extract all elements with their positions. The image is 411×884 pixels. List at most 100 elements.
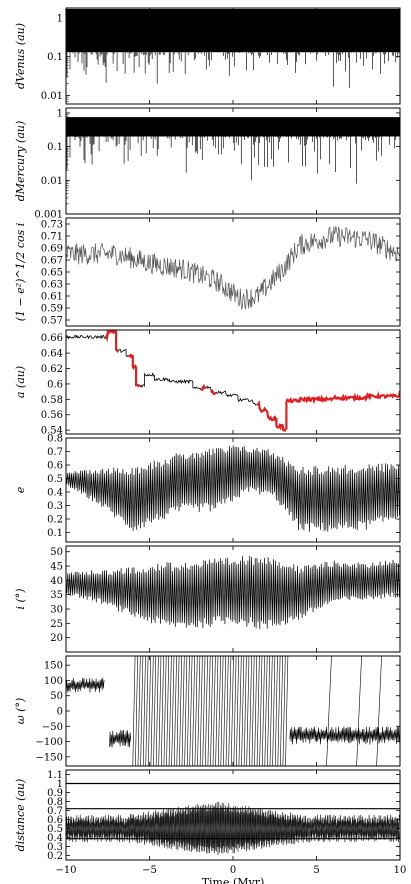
xtick-label-4: 10 (394, 865, 407, 876)
ytick-label-e-2: 0.6 (47, 461, 63, 472)
ytick-label-a-6: 0.54 (41, 426, 63, 437)
ytick-label-e-1: 0.7 (47, 447, 63, 458)
ytick-label-a-1: 0.64 (41, 349, 63, 360)
ylabel-cosi: (1 − e²)^1/2 cos i (14, 223, 27, 322)
ytick-label-omega-5: −100 (36, 737, 63, 748)
red-segment-1 (128, 353, 136, 371)
ytick-label-inc-5: 25 (50, 619, 63, 630)
line-cosi (66, 225, 400, 310)
ytick-label-omega-4: −50 (42, 722, 63, 733)
ytick-label-e-0: 0.8 (47, 434, 63, 445)
xtick-label-0: −10 (55, 865, 76, 876)
ytick-label-e-4: 0.4 (47, 488, 63, 499)
ytick-label-dmercury-2: 0.01 (41, 176, 63, 187)
panel-dvenus: 1 0.1 0.01 dVenus (au) (14, 7, 401, 105)
band-dvenus (66, 8, 400, 53)
ytick-label-dist-8: 0.3 (47, 842, 63, 853)
ytick-label-dist-0: 1.1 (47, 770, 63, 781)
ytick-label-a-4: 0.58 (41, 395, 63, 406)
series-dist (66, 801, 400, 856)
series-dvenus (66, 8, 400, 88)
ytick-label-a-0: 0.66 (41, 333, 63, 344)
ytick-label-cosi-4: 0.65 (41, 268, 63, 279)
ytick-label-inc-3: 35 (50, 590, 63, 601)
ylabel-a: a (au) (14, 366, 27, 398)
ytick-label-cosi-6: 0.61 (41, 292, 63, 303)
ytick-label-cosi-3: 0.67 (41, 256, 63, 267)
spikes-dmercury (66, 136, 397, 184)
ytick-label-cosi-8: 0.57 (41, 316, 63, 327)
line-dist-b (66, 806, 400, 851)
ytick-label-inc-6: 20 (50, 633, 63, 644)
ytick-label-e-6: 0.2 (47, 515, 63, 526)
line-inc (66, 555, 400, 630)
ytick-label-dvenus-1: 0.1 (47, 52, 63, 63)
ytick-label-omega-6: −150 (36, 752, 63, 763)
xtick-label-1: −5 (142, 865, 157, 876)
series-dmercury (66, 117, 400, 184)
red-segment-4 (210, 388, 217, 396)
ytick-label-cosi-1: 0.71 (41, 232, 63, 243)
ytick-label-dist-2: 0.9 (47, 788, 63, 799)
series-inc (66, 555, 400, 630)
ylabel-omega: ω (°) (14, 698, 27, 725)
series-e (66, 445, 400, 532)
ytick-label-a-5: 0.56 (41, 410, 63, 421)
ytick-label-dvenus-2: 0.01 (41, 91, 63, 102)
panel-e: 0.8 0.7 0.6 0.5 0.4 0.3 0.2 0.1 e (14, 434, 401, 543)
ytick-label-dist-5: 0.6 (47, 815, 63, 826)
series-omega (66, 656, 400, 766)
ytick-label-dist-9: 0.2 (47, 851, 63, 862)
ytick-label-dist-3: 0.8 (47, 797, 63, 808)
ytick-label-e-3: 0.5 (47, 474, 63, 485)
panel-inc: 50 45 40 35 30 25 20 i (°) (14, 545, 401, 653)
ylabel-dmercury: dMercury (au) (14, 121, 27, 202)
line-omega (66, 656, 400, 766)
ytick-label-dmercury-3: 0.001 (34, 210, 63, 221)
ytick-label-inc-0: 50 (50, 547, 63, 558)
band-dmercury (66, 117, 400, 137)
panel-a: 0.66 0.64 0.62 0.6 0.58 0.56 0.54 a (au) (14, 329, 401, 437)
red-segment-2 (134, 364, 141, 388)
series-cosi (66, 225, 400, 310)
ytick-label-omega-3: 0 (57, 707, 63, 718)
ytick-label-dist-7: 0.4 (47, 833, 63, 844)
ytick-label-dist-1: 1 (57, 779, 63, 790)
xtick-label-3: 5 (313, 865, 319, 876)
ytick-label-omega-0: 150 (44, 661, 63, 672)
ytick-label-omega-1: 100 (44, 676, 63, 687)
ylabel-inc: i (°) (14, 588, 27, 609)
ytick-label-cosi-2: 0.69 (41, 244, 63, 255)
ytick-label-cosi-5: 0.63 (41, 280, 63, 291)
ytick-label-inc-4: 30 (50, 605, 63, 616)
series-a (66, 330, 400, 433)
x-axis-label: Time (Myr) (202, 876, 265, 884)
ytick-label-dist-4: 0.7 (47, 806, 63, 817)
ytick-label-dmercury-1: 0.1 (47, 142, 63, 153)
panel-dist: 1.110.90.80.70.60.50.40.30.2 distance (au… (14, 769, 401, 862)
panel-cosi: 0.730.710.690.670.650.630.610.590.57 (1 −… (14, 217, 401, 327)
ytick-label-a-2: 0.62 (41, 364, 63, 375)
ytick-label-omega-2: 50 (50, 691, 63, 702)
ytick-label-inc-1: 45 (50, 562, 63, 573)
ylabel-e: e (14, 486, 27, 493)
ytick-label-inc-2: 40 (50, 576, 63, 587)
ylabel-dvenus: dVenus (au) (14, 23, 27, 89)
red-segment-5 (257, 400, 285, 431)
ytick-label-cosi-0: 0.73 (41, 220, 63, 231)
xtick-label-2: 0 (230, 865, 236, 876)
ylabel-dist: distance (au) (14, 779, 27, 852)
spikes-dvenus (66, 52, 400, 88)
ytick-label-cosi-7: 0.59 (41, 304, 63, 315)
panel-dmercury: 1 0.1 0.01 0.001 dMercury (au) (14, 107, 401, 221)
red-segment-6 (282, 390, 400, 433)
red-segment-0 (105, 330, 119, 353)
ytick-label-dvenus-0: 1 (57, 13, 63, 24)
ytick-label-dmercury-0: 1 (57, 108, 63, 119)
line-e (66, 445, 400, 532)
ytick-label-e-5: 0.3 (47, 501, 63, 512)
red-segment-3 (200, 383, 206, 392)
ytick-label-a-3: 0.6 (47, 379, 63, 390)
ytick-label-dist-6: 0.5 (47, 824, 63, 835)
